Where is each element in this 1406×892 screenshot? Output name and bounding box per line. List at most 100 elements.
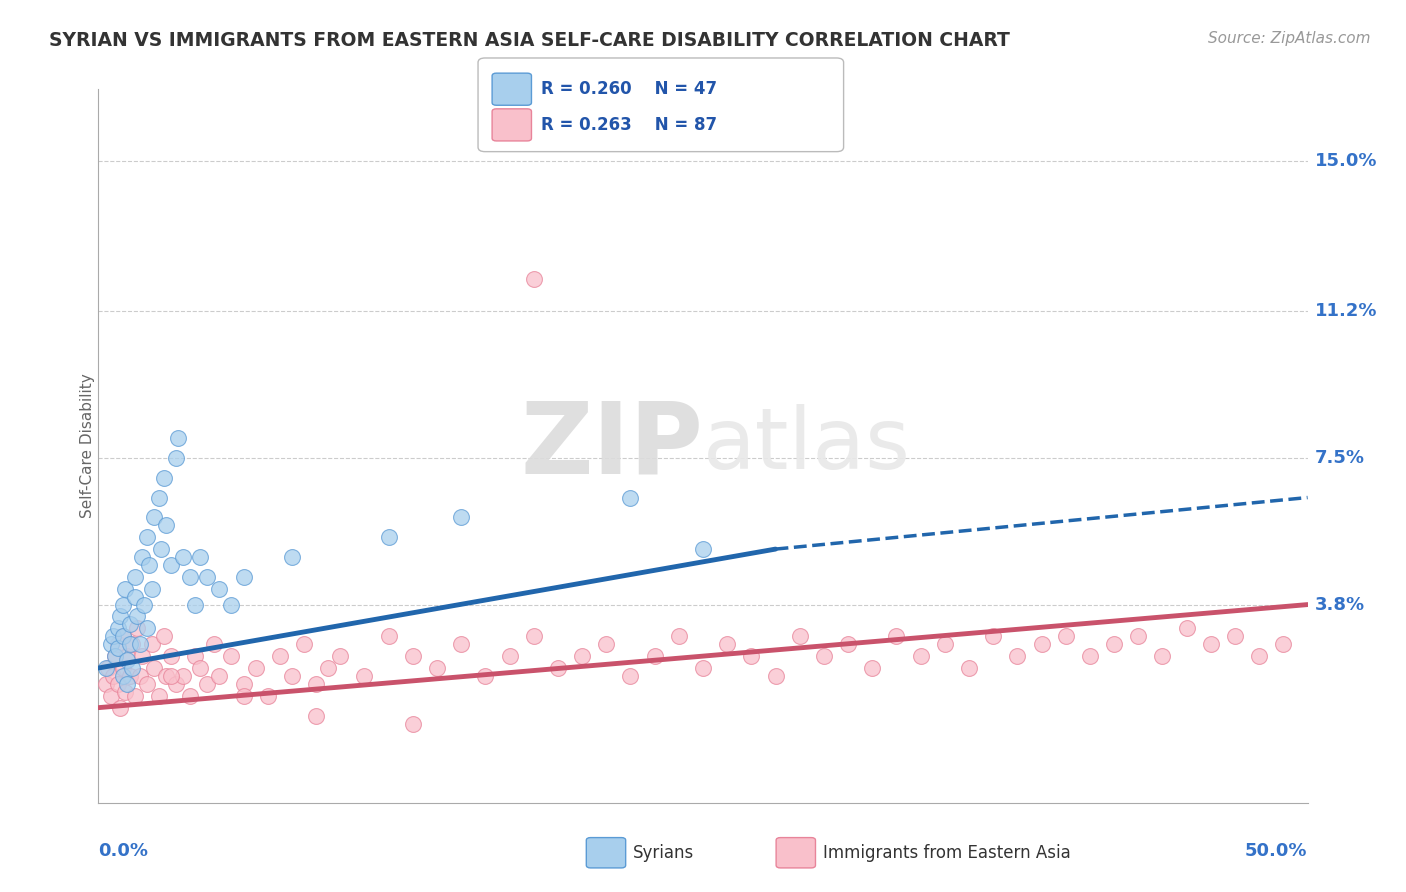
Point	[329, 649, 352, 664]
Point	[1054, 629, 1077, 643]
Point	[910, 649, 932, 664]
Point	[101, 669, 124, 683]
Point	[108, 609, 131, 624]
Point	[523, 629, 546, 643]
Point	[547, 661, 569, 675]
Point	[377, 530, 399, 544]
Point	[644, 649, 666, 664]
Point	[127, 621, 149, 635]
Point	[1007, 649, 1029, 664]
Point	[143, 510, 166, 524]
Point	[1102, 637, 1125, 651]
Point	[450, 637, 472, 651]
Point	[402, 649, 425, 664]
Point	[692, 661, 714, 675]
Point	[100, 689, 122, 703]
Point	[1128, 629, 1150, 643]
Point	[188, 549, 211, 564]
Point	[107, 637, 129, 651]
Point	[1223, 629, 1246, 643]
Point	[160, 669, 183, 683]
Point	[131, 549, 153, 564]
Point	[619, 669, 641, 683]
Point	[107, 677, 129, 691]
Point	[1152, 649, 1174, 664]
Point	[127, 609, 149, 624]
Text: SYRIAN VS IMMIGRANTS FROM EASTERN ASIA SELF-CARE DISABILITY CORRELATION CHART: SYRIAN VS IMMIGRANTS FROM EASTERN ASIA S…	[49, 31, 1010, 50]
Point	[94, 661, 117, 675]
Text: atlas: atlas	[703, 404, 911, 488]
Point	[1031, 637, 1053, 651]
Point	[426, 661, 449, 675]
Point	[740, 649, 762, 664]
Text: R = 0.263    N = 87: R = 0.263 N = 87	[541, 116, 717, 134]
Point	[135, 530, 157, 544]
Point	[131, 649, 153, 664]
Point	[1249, 649, 1271, 664]
Point	[716, 637, 738, 651]
Point	[160, 558, 183, 572]
Point	[837, 637, 859, 651]
Point	[179, 689, 201, 703]
Point	[124, 590, 146, 604]
Text: R = 0.260    N = 47: R = 0.260 N = 47	[541, 80, 717, 98]
Point	[118, 637, 141, 651]
Point	[305, 708, 328, 723]
Point	[135, 677, 157, 691]
Text: ZIP: ZIP	[520, 398, 703, 494]
Point	[121, 637, 143, 651]
Point	[152, 471, 174, 485]
Point	[184, 649, 207, 664]
Point	[138, 558, 160, 572]
Point	[160, 649, 183, 664]
Point	[232, 570, 254, 584]
Point	[860, 661, 883, 675]
Point	[1175, 621, 1198, 635]
Point	[100, 637, 122, 651]
Point	[128, 669, 150, 683]
Point	[474, 669, 496, 683]
Point	[571, 649, 593, 664]
Point	[104, 649, 127, 664]
Text: 15.0%: 15.0%	[1315, 152, 1376, 169]
Point	[269, 649, 291, 664]
Point	[114, 685, 136, 699]
Point	[450, 510, 472, 524]
Point	[256, 689, 278, 703]
Point	[155, 518, 177, 533]
Point	[789, 629, 811, 643]
Point	[141, 582, 163, 596]
Point	[886, 629, 908, 643]
Point	[221, 649, 243, 664]
Point	[692, 542, 714, 557]
Text: 0.0%: 0.0%	[98, 842, 149, 861]
Point	[232, 689, 254, 703]
Point	[765, 669, 787, 683]
Point	[402, 716, 425, 731]
Point	[172, 669, 194, 683]
Point	[111, 629, 134, 643]
Point	[118, 617, 141, 632]
Point	[292, 637, 315, 651]
Point	[281, 549, 304, 564]
Point	[150, 542, 173, 557]
Point	[316, 661, 339, 675]
Point	[101, 629, 124, 643]
Point	[108, 700, 131, 714]
Point	[934, 637, 956, 651]
Point	[104, 649, 127, 664]
Point	[188, 661, 211, 675]
Point	[172, 549, 194, 564]
Text: 50.0%: 50.0%	[1246, 842, 1308, 861]
Point	[124, 689, 146, 703]
Point	[208, 669, 231, 683]
Point	[117, 653, 139, 667]
Point	[111, 669, 134, 683]
Point	[245, 661, 267, 675]
Text: Source: ZipAtlas.com: Source: ZipAtlas.com	[1208, 31, 1371, 46]
Point	[813, 649, 835, 664]
Point	[114, 582, 136, 596]
Point	[1199, 637, 1222, 651]
Point	[523, 272, 546, 286]
Point	[94, 677, 117, 691]
